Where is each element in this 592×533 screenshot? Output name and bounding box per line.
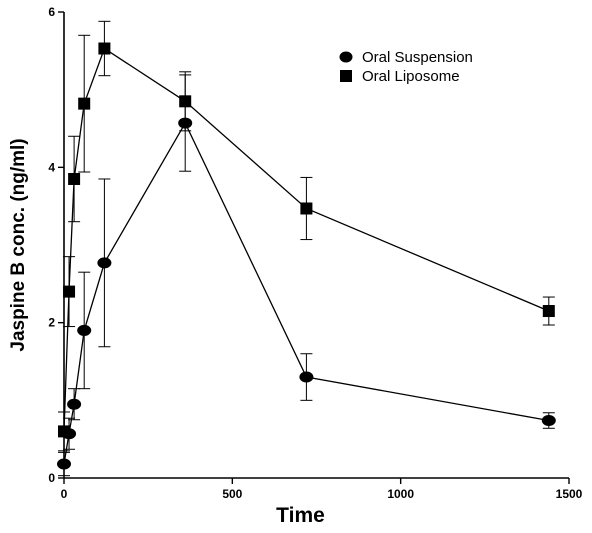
series-line <box>63 121 549 465</box>
y-tick-label: 4 <box>48 160 55 174</box>
data-point <box>63 285 76 298</box>
legend-item: Oral Liposome <box>340 68 460 85</box>
y-tick-label: 6 <box>48 5 55 19</box>
x-tick-label: 0 <box>61 487 68 501</box>
legend-marker <box>340 70 352 82</box>
data-point <box>77 324 92 336</box>
data-point <box>179 95 192 108</box>
data-point <box>98 42 111 55</box>
y-tick-label: 0 <box>48 471 55 485</box>
data-point <box>68 172 81 185</box>
data-point <box>97 257 112 269</box>
y-tick-label: 2 <box>48 316 55 330</box>
data-point <box>542 305 555 318</box>
data-point <box>300 202 313 215</box>
data-point <box>58 425 70 438</box>
data-point <box>57 458 71 470</box>
data-point <box>299 371 314 383</box>
series-line <box>63 47 550 432</box>
series-2 <box>58 20 555 452</box>
x-tick-label: 1000 <box>387 487 414 501</box>
legend-marker <box>339 51 353 63</box>
data-point <box>541 415 556 427</box>
legend: Oral Suspension Oral Liposome <box>339 49 473 85</box>
data-point <box>67 398 82 410</box>
legend-item: Oral Suspension <box>339 49 473 66</box>
axes: 0 2 4 6 0 500 1000 1500 <box>48 5 582 501</box>
data-point <box>78 97 91 110</box>
series-1 <box>57 74 556 477</box>
series-layer <box>57 20 556 477</box>
x-tick-label: 500 <box>222 487 242 501</box>
x-tick-label: 1500 <box>556 487 583 501</box>
legend-label: Oral Suspension <box>362 49 473 66</box>
y-axis-title: Jaspine B conc. (ng/ml) <box>8 138 29 351</box>
x-axis-title: Time <box>276 504 325 527</box>
legend-label: Oral Liposome <box>362 68 460 85</box>
